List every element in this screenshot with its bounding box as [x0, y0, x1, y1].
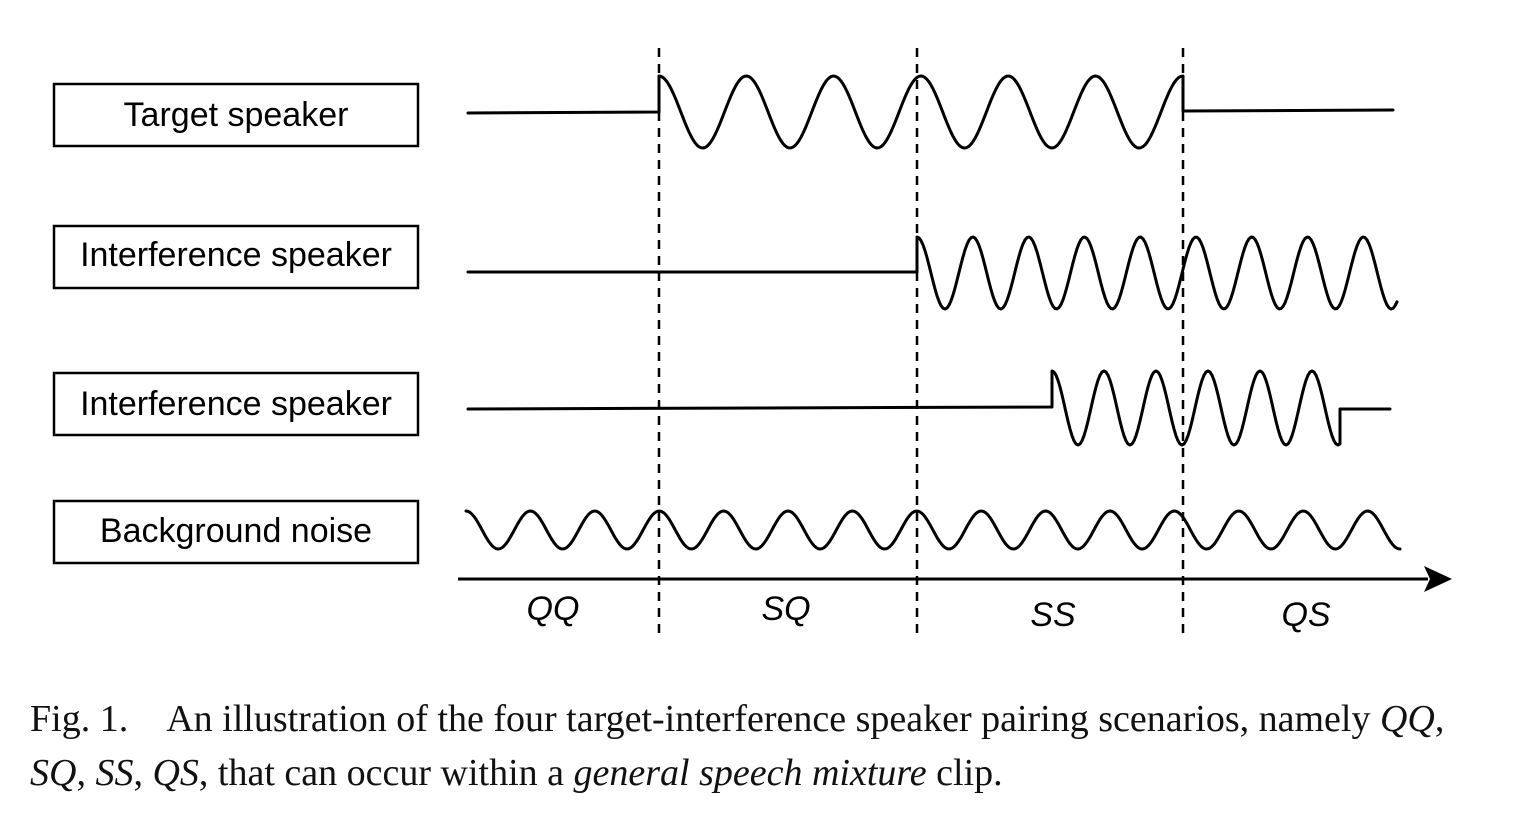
caption-term-qq: QQ	[1379, 698, 1435, 740]
label-box	[52, 499, 420, 565]
time-axis-arrowhead	[1424, 566, 1452, 592]
row-label: Target speaker	[124, 96, 349, 134]
row-label: Interference speaker	[80, 236, 392, 274]
pairing-scenario-diagram: Target speaker Interference speaker Inte…	[52, 48, 1452, 634]
caption-text: , that can occur within a	[198, 752, 574, 794]
caption-separator: ,	[133, 752, 153, 794]
row-label: Interference speaker	[80, 385, 392, 423]
segment-label-ss: SS	[1030, 596, 1076, 634]
target-speaker-signal	[466, 74, 1395, 150]
label-box	[52, 224, 420, 290]
interference-speaker-1-signal	[466, 235, 1399, 311]
row-target-speaker: Target speaker	[52, 82, 420, 148]
row-interference-speaker-2: Interference speaker	[52, 371, 420, 437]
caption-separator: ,	[76, 752, 96, 794]
background-noise-signal	[464, 509, 1402, 551]
label-box	[52, 371, 420, 437]
interference-speaker-2-signal	[466, 369, 1392, 447]
row-label: Background noise	[100, 512, 372, 550]
caption-text: clip.	[926, 752, 1003, 794]
label-box	[52, 82, 420, 148]
row-interference-speaker-1: Interference speaker	[52, 224, 420, 290]
caption-text: An illustration of the four target-inter…	[166, 698, 1380, 740]
caption-emphasis: general speech mixture	[573, 752, 927, 794]
caption-separator: ,	[1434, 698, 1445, 740]
caption-term-ss: SS	[95, 752, 134, 794]
segment-label-sq: SQ	[761, 590, 810, 628]
figure-caption: Fig. 1. An illustration of the four targe…	[30, 692, 1500, 800]
segment-label-qq: QQ	[527, 590, 580, 628]
figure-number: Fig. 1.	[30, 698, 129, 740]
caption-term-sq: SQ	[30, 752, 77, 794]
row-background-noise: Background noise	[52, 499, 420, 565]
segment-label-qs: QS	[1281, 596, 1330, 634]
caption-term-qs: QS	[152, 752, 199, 794]
